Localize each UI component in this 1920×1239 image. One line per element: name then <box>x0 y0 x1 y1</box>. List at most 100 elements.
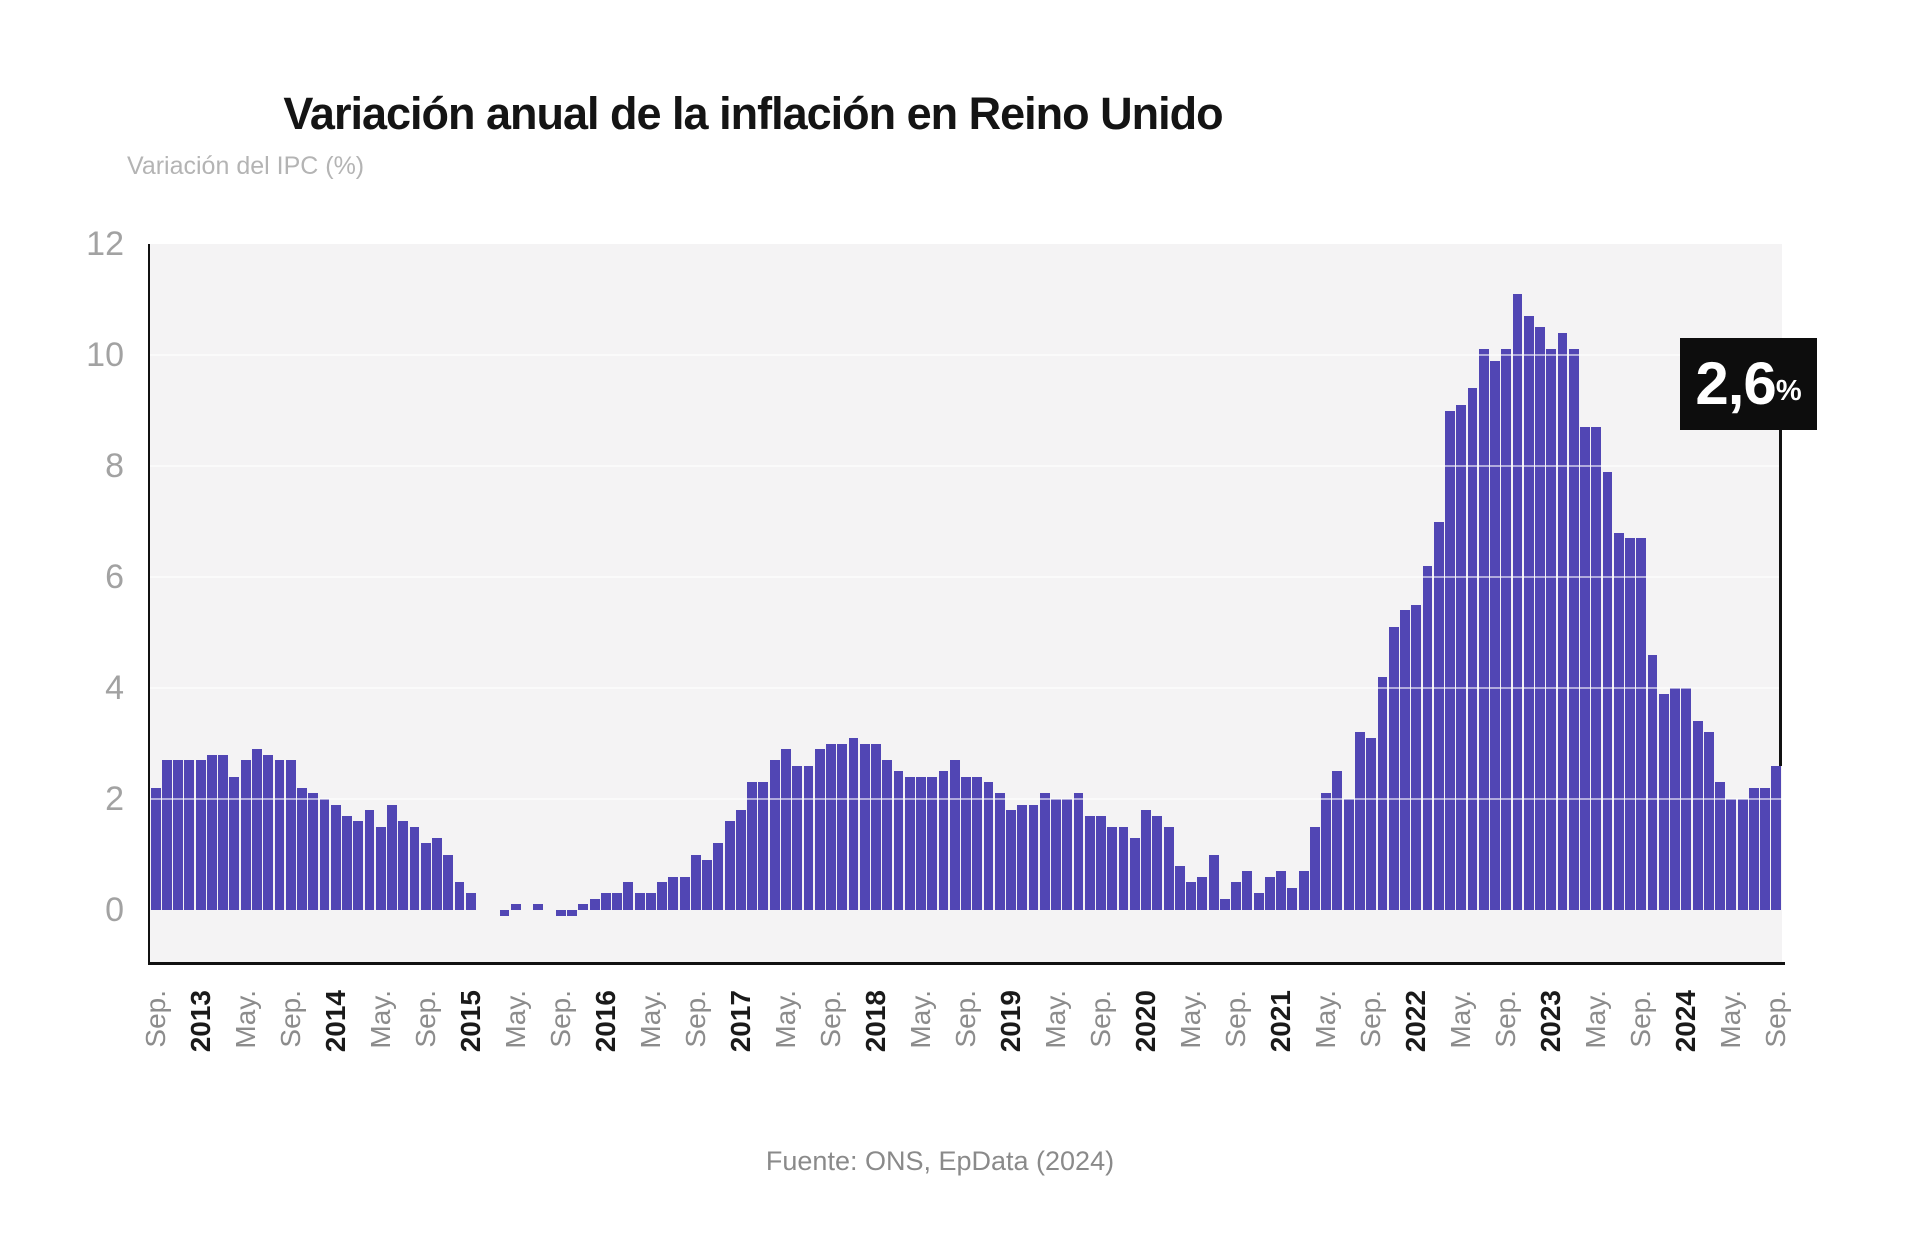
bar <box>1715 782 1726 910</box>
bar <box>1096 815 1106 910</box>
bar <box>432 837 442 910</box>
bar <box>1253 893 1264 910</box>
bar <box>1017 804 1028 910</box>
bar <box>409 826 420 910</box>
bar <box>263 754 274 910</box>
bar <box>229 776 240 910</box>
y-axis-line <box>148 244 151 965</box>
bar <box>1039 793 1050 910</box>
x-tick-label-month: May. <box>1175 990 1207 1049</box>
page-title: Variación anual de la inflación en Reino… <box>283 88 1223 140</box>
bar <box>1028 804 1039 910</box>
x-tick-label-month: Sep. <box>950 990 981 1048</box>
bar <box>578 904 589 910</box>
bar <box>904 776 915 910</box>
bar <box>1535 327 1545 910</box>
bar <box>161 760 172 910</box>
bar <box>1748 787 1759 910</box>
x-tick-label-month: May. <box>499 990 531 1049</box>
bar <box>1467 388 1478 910</box>
bar <box>1478 349 1489 910</box>
bar <box>1006 810 1016 910</box>
x-tick-label-year: 2021 <box>1265 990 1297 1053</box>
y-tick-label: 2 <box>105 780 124 818</box>
bar <box>612 893 623 910</box>
bar <box>1602 471 1613 910</box>
bar <box>1703 732 1714 910</box>
bar <box>1501 349 1512 910</box>
bar <box>994 793 1005 910</box>
x-tick-label-month: Sep. <box>1760 990 1792 1048</box>
bar <box>949 760 960 910</box>
bar <box>342 815 352 910</box>
bar <box>218 754 229 910</box>
bar <box>555 910 566 916</box>
bar <box>600 893 611 910</box>
bar <box>1613 532 1624 910</box>
x-tick-label-year: 2015 <box>454 990 486 1053</box>
y-tick-label: 12 <box>86 225 124 263</box>
bar <box>780 749 791 910</box>
x-tick-label-month: May. <box>1715 990 1747 1049</box>
bar <box>150 787 161 910</box>
x-tick-label-month: Sep. <box>814 990 846 1048</box>
percent-sign: % <box>1775 374 1802 407</box>
bar <box>972 776 983 910</box>
y-tick-label: 4 <box>105 669 124 707</box>
gridline <box>150 465 1782 467</box>
x-tick-label-month: May. <box>1310 990 1342 1049</box>
bar <box>1546 349 1557 910</box>
bar <box>1208 854 1219 910</box>
bar <box>1332 771 1343 910</box>
bar <box>893 771 904 910</box>
x-tick-label-year: 2022 <box>1400 990 1432 1053</box>
bar <box>533 904 544 910</box>
bar <box>882 760 893 910</box>
bar <box>1591 427 1602 910</box>
bar <box>983 782 994 910</box>
bar <box>927 776 938 910</box>
bar <box>871 743 881 910</box>
y-tick-label: 6 <box>105 558 124 596</box>
bar <box>1692 721 1703 910</box>
x-tick-label-year: 2020 <box>1130 990 1162 1053</box>
bar <box>713 843 724 910</box>
bar <box>1219 898 1230 910</box>
bar <box>1264 876 1275 910</box>
x-tick-label-year: 2014 <box>319 990 351 1053</box>
bar <box>285 760 296 910</box>
bar <box>1186 882 1197 910</box>
bar <box>1658 693 1669 910</box>
x-tick-label-year: 2019 <box>995 990 1027 1053</box>
bar <box>735 810 746 910</box>
bar <box>1490 360 1500 910</box>
bar <box>499 910 510 916</box>
x-tick-label-month: May. <box>229 990 261 1049</box>
bar <box>679 876 690 910</box>
bar <box>465 893 476 910</box>
bar <box>848 737 859 910</box>
bar <box>184 760 195 910</box>
callout-leader-line <box>1779 430 1782 766</box>
gridline <box>150 687 1782 689</box>
bar <box>1163 826 1174 910</box>
x-tick-label-month: May. <box>364 990 396 1049</box>
bar <box>690 854 701 910</box>
x-tick-label-month: Sep. <box>1220 990 1252 1048</box>
bar <box>1445 410 1455 910</box>
bar <box>1433 521 1444 910</box>
bar <box>398 821 409 910</box>
bar <box>297 787 307 910</box>
x-tick-label-month: May. <box>1445 990 1477 1049</box>
bar <box>1377 676 1388 910</box>
bar <box>1422 565 1433 910</box>
x-axis-line <box>148 962 1785 965</box>
bar <box>274 760 285 910</box>
x-tick-label-year: 2024 <box>1670 990 1702 1053</box>
bar <box>1276 871 1287 910</box>
bar <box>859 743 870 910</box>
bar <box>1197 876 1208 910</box>
bar <box>1231 882 1242 910</box>
bar <box>252 749 262 910</box>
bar <box>1366 737 1377 910</box>
